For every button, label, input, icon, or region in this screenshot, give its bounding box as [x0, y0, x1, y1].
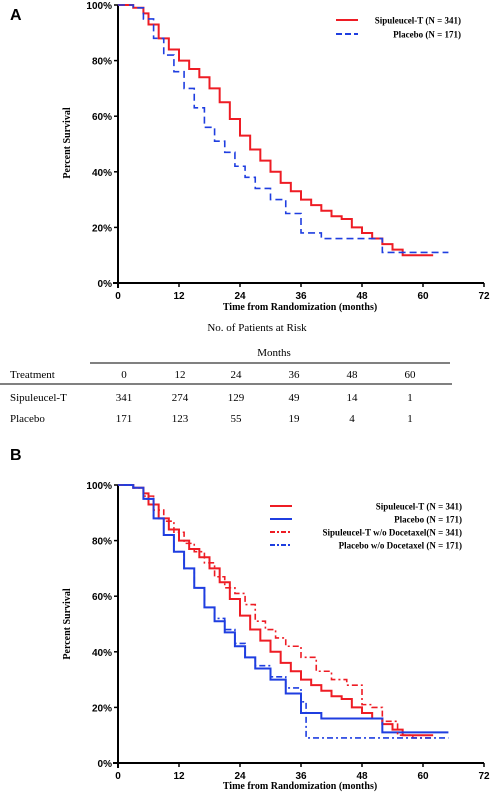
chart-b-series-line-1	[118, 484, 434, 737]
chart-a-series-line-2	[118, 4, 449, 254]
chart-b-series-line-3	[118, 484, 434, 739]
chart-a-x-tick-label: 12	[173, 291, 185, 302]
chart-a-x-axis-label: Time from Randomization (months)	[223, 302, 377, 313]
chart-b-x-tick-label: 48	[356, 771, 368, 782]
risk-table-months-header: Months	[257, 347, 291, 359]
chart-a-y-tick-label: 0%	[98, 279, 113, 290]
chart-b-legend-label: Sipuleucel-T w/o Docetaxel(N = 341)	[323, 528, 462, 538]
chart-a-y-tick-label: 40%	[92, 168, 112, 179]
chart-b-y-axis-label: Percent Survival	[62, 588, 73, 659]
risk-table-column-header: 0	[121, 369, 127, 381]
chart-a-x-tick-label: 24	[234, 291, 246, 302]
chart-b-y-tick-label: 0%	[98, 759, 113, 770]
risk-table-cell: 1	[407, 392, 413, 404]
risk-table-row-label: Placebo	[10, 413, 45, 425]
chart-b-x-tick-label: 12	[173, 771, 185, 782]
chart-a-y-axis-label: Percent Survival	[62, 107, 73, 178]
chart-a-x-tick-label: 60	[417, 291, 429, 302]
risk-table-column-header: 24	[231, 369, 243, 381]
chart-b-series-line-4	[118, 484, 449, 739]
chart-b-legend-label: Sipuleucel-T (N = 341)	[376, 502, 462, 512]
chart-a-x-tick-label: 72	[478, 291, 490, 302]
chart-b-x-tick-label: 72	[478, 771, 490, 782]
chart-a-series-line-1	[118, 4, 434, 257]
chart-a-legend-label: Placebo (N = 171)	[393, 30, 461, 40]
risk-table-cell: 171	[116, 413, 133, 425]
risk-table-cell: 4	[349, 413, 355, 425]
risk-table-column-header: 12	[175, 369, 186, 381]
risk-table: No. of Patients at Risk Months Treatment…	[0, 322, 452, 425]
chart-a-series	[118, 4, 449, 257]
chart-a-axes: 0% 20% 40% 60% 80% 100% 0 12 24 36 48 60 72	[86, 1, 490, 302]
panel-b-letter: B	[10, 447, 22, 464]
chart-b-x-tick-label: 0	[115, 771, 121, 782]
chart-b-y-tick-label: 40%	[92, 648, 112, 659]
chart-b-y-tick-label: 80%	[92, 537, 112, 548]
risk-table-cell: 341	[116, 392, 133, 404]
risk-table-column-header: 60	[405, 369, 417, 381]
chart-b-legend: Sipuleucel-T (N = 341) Placebo (N = 171) S…	[270, 502, 462, 551]
risk-table-cell: 1	[407, 413, 413, 425]
chart-a-legend-label: Sipuleucel-T (N = 341)	[375, 16, 461, 26]
chart-a-y-tick-label: 60%	[92, 112, 112, 123]
chart-b-axes: 0% 20% 40% 60% 80% 100% 0 12 24 36 48 60 72	[86, 481, 490, 782]
chart-b-legend-label: Placebo (N = 171)	[394, 515, 462, 525]
risk-table-cell: 14	[347, 392, 359, 404]
risk-table-treatment-header: Treatment	[10, 369, 55, 381]
risk-table-cell: 123	[172, 413, 189, 425]
risk-table-cell: 55	[231, 413, 243, 425]
risk-table-cell: 49	[289, 392, 301, 404]
risk-table-column-headers: 0 12 24 36 48 60	[121, 369, 416, 381]
chart-b-x-tick-label: 24	[234, 771, 246, 782]
risk-table-cell: 129	[228, 392, 245, 404]
chart-b: 0% 20% 40% 60% 80% 100% 0 12 24 36 48 60 72 Sipuleuc…	[62, 481, 490, 792]
panel-a-letter: A	[10, 7, 22, 24]
risk-table-cell: 274	[172, 392, 189, 404]
chart-b-x-tick-label: 36	[295, 771, 307, 782]
chart-a-y-tick-label: 20%	[92, 223, 112, 234]
chart-a-x-tick-label: 0	[115, 291, 121, 302]
chart-a: 0% 20% 40% 60% 80% 100% 0 12 24 36 48 60 72 Sipuleuc…	[62, 1, 490, 313]
chart-b-series	[118, 484, 449, 739]
chart-a-y-tick-label: 80%	[92, 57, 112, 68]
chart-b-legend-label: Placebo w/o Docetaxel (N = 171)	[339, 541, 462, 551]
chart-a-y-tick-label: 100%	[86, 1, 112, 12]
risk-table-cell: 19	[289, 413, 301, 425]
chart-b-x-tick-label: 60	[417, 771, 429, 782]
chart-a-legend: Sipuleucel-T (N = 341) Placebo (N = 171)	[336, 16, 461, 40]
chart-a-x-tick-label: 36	[295, 291, 307, 302]
chart-b-y-tick-label: 100%	[86, 481, 112, 492]
chart-b-y-tick-label: 20%	[92, 703, 112, 714]
risk-table-column-header: 36	[289, 369, 301, 381]
chart-a-x-tick-label: 48	[356, 291, 368, 302]
risk-table-title: No. of Patients at Risk	[207, 322, 307, 334]
chart-b-y-tick-label: 60%	[92, 592, 112, 603]
chart-b-x-axis-label: Time from Randomization (months)	[223, 781, 377, 792]
risk-table-column-header: 48	[347, 369, 359, 381]
risk-table-row-label: Sipuleucel-T	[10, 392, 67, 404]
